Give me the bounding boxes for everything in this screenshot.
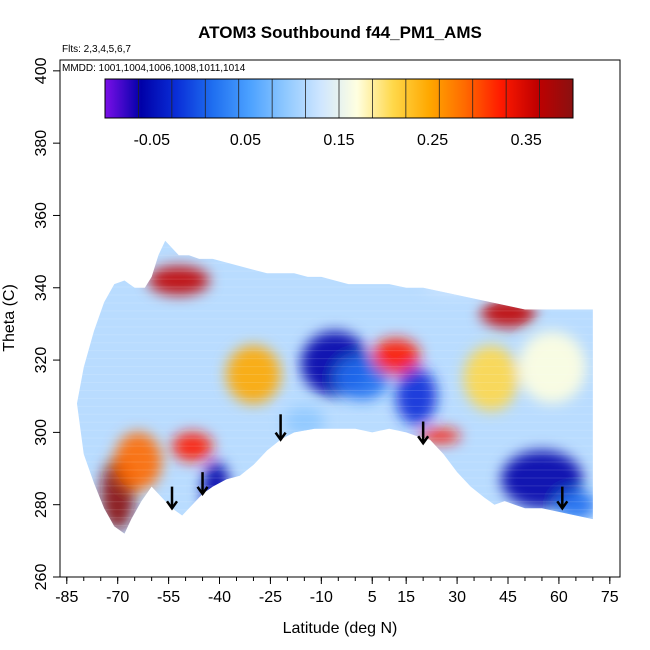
colorbar-tick-label: 0.35 (511, 132, 542, 149)
heatmap-blob-6 (334, 356, 390, 400)
arrow-markers (165, 414, 569, 511)
y-tick-label: 260 (33, 564, 50, 591)
x-tick-label: -10 (310, 589, 333, 606)
arrow-marker-2 (274, 414, 287, 442)
y-tick-label: 400 (33, 57, 50, 84)
y-tick-label: 320 (33, 347, 50, 374)
x-tick-label: -25 (259, 589, 282, 606)
x-axis: -85 -70 -55 -40 -25 -10 5 15 30 45 60 75 (55, 577, 619, 606)
y-tick-label: 380 (33, 130, 50, 157)
heatmap-blob-12 (555, 490, 593, 520)
arrow-marker-4 (556, 486, 569, 511)
arrow-marker-1 (196, 472, 209, 496)
heatmap-blob-1 (114, 432, 162, 491)
arrow-marker-0 (165, 486, 179, 511)
x-tick-label: 45 (499, 589, 517, 606)
x-axis-label: Latitude (deg N) (283, 620, 398, 637)
heatmap-blob-13 (226, 345, 281, 404)
x-tick-label: 15 (397, 589, 415, 606)
colorbar-tick-label: -0.05 (134, 132, 171, 149)
plot-frame (59, 59, 621, 578)
heatmap-blob-16 (284, 407, 325, 436)
heatmap-blob-9 (419, 428, 461, 444)
y-tick-label: 280 (33, 491, 50, 518)
heatmap-blob-14 (463, 345, 519, 411)
colorbar: -0.05 0.05 0.15 0.25 0.35 (104, 78, 574, 149)
x-tick-label: -70 (106, 589, 129, 606)
x-tick-label: 75 (601, 589, 619, 606)
x-tick-label: -55 (157, 589, 180, 606)
heatmap-blob-15 (518, 331, 587, 404)
flights-label: Flts: 2,3,4,5,6,7 (62, 44, 131, 55)
colorbar-tick-label: 0.15 (323, 132, 354, 149)
x-tick-label: 30 (448, 589, 466, 606)
heatmap-blob-17 (423, 280, 492, 295)
x-tick-label: -40 (208, 589, 231, 606)
colorbar-frame (104, 78, 574, 119)
heatmap-blob-2 (148, 266, 210, 295)
arrow-marker-3 (417, 421, 430, 446)
y-tick-label: 360 (33, 202, 50, 229)
heatmap-blob-4 (172, 432, 213, 462)
heatmap-blob-7 (372, 338, 420, 375)
colorbar-tick-label: 0.05 (230, 132, 261, 149)
y-tick-label: 300 (33, 419, 50, 446)
dates-label: MMDD: 1001,1004,1006,1008,1011,1014 (62, 63, 246, 74)
y-axis-label: Theta (C) (1, 284, 18, 352)
chart-title: ATOM3 Southbound f44_PM1_AMS (198, 23, 482, 42)
y-axis: 260 280 300 320 340 360 380 400 (33, 57, 60, 590)
y-tick-label: 340 (33, 274, 50, 301)
x-tick-label: 60 (550, 589, 568, 606)
colorbar-tick-label: 0.25 (417, 132, 448, 149)
heatmap-blob-8 (396, 367, 437, 426)
x-tick-label: -85 (55, 589, 78, 606)
x-tick-label: 5 (368, 589, 377, 606)
